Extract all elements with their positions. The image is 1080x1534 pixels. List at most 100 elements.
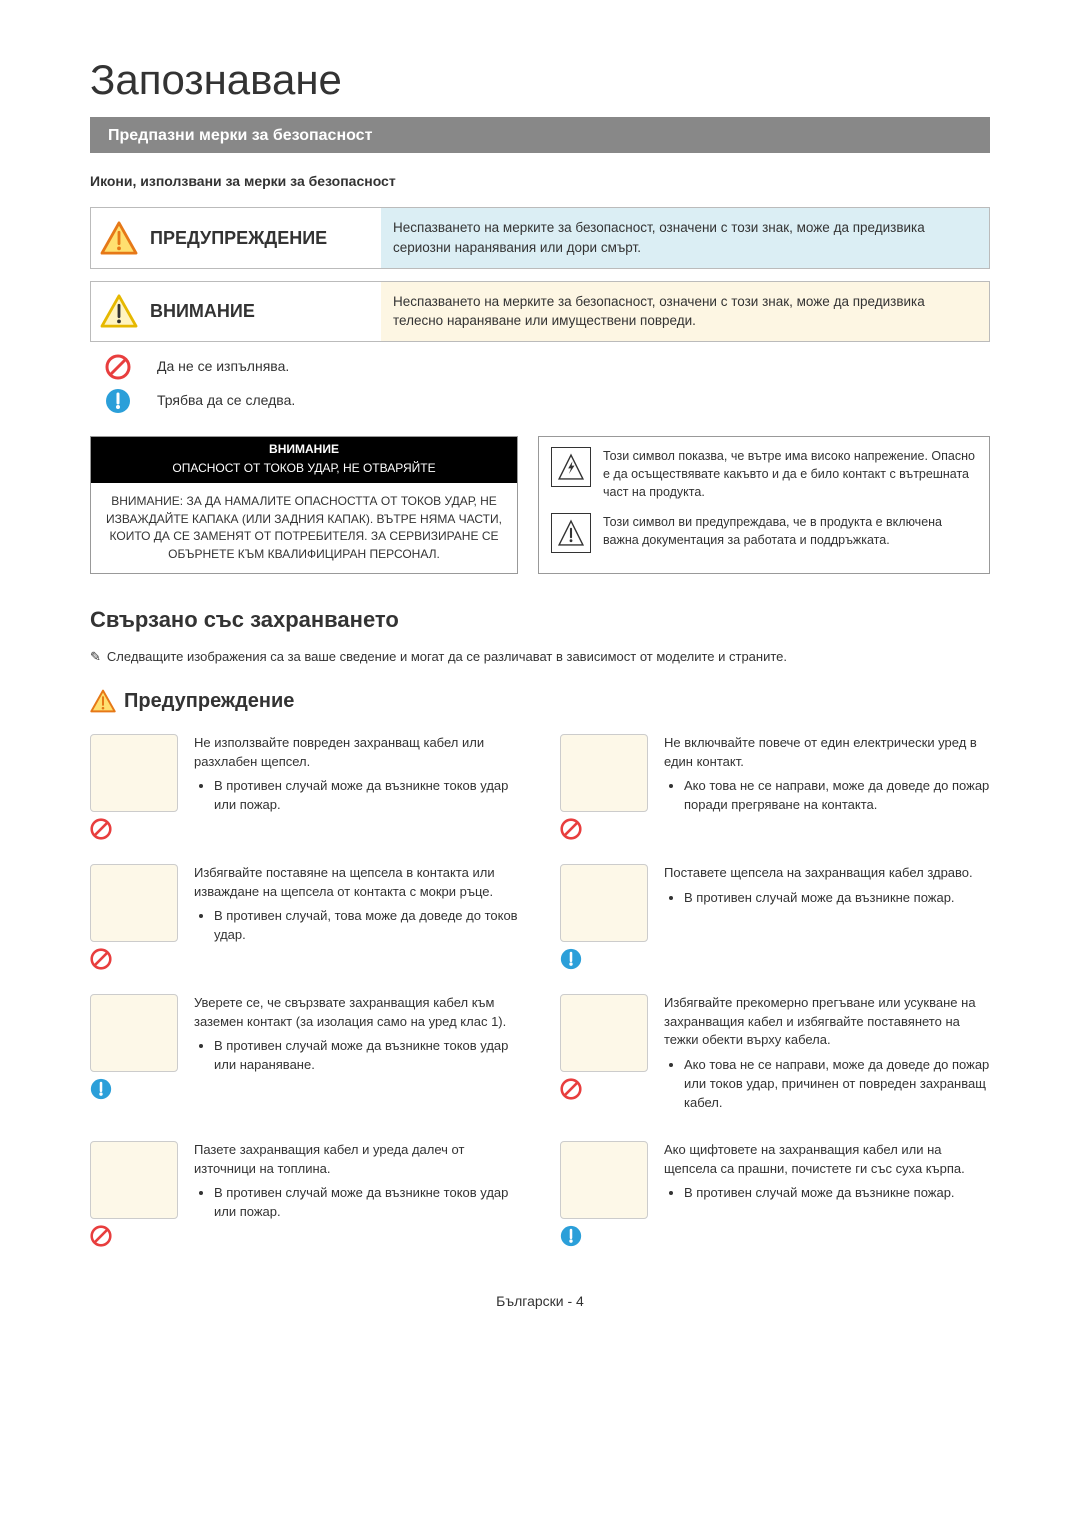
warning-text: Ако щифтовете на захранващия кабел или н… [664,1141,990,1247]
hazard-caution-label: ВНИМАНИЕ [146,282,381,341]
prohibit-icon [90,948,112,970]
warning-text: Поставете щепсела на захранващия кабел з… [664,864,990,970]
warning-bullet: В противен случай, това може да доведе д… [214,907,520,945]
follow-icon [90,388,145,414]
warning-bullet: Ако това не се направи, може да доведе д… [684,777,990,815]
warning-illustration-col [90,864,180,970]
warning-item: Избягвайте прекомерно прегъване или усук… [560,994,990,1117]
hazard-caution-box: ВНИМАНИЕ Неспазването на мерките за безо… [90,281,990,342]
warning-text: Уверете се, че свързвате захранващия каб… [194,994,520,1117]
important-doc-text: Този символ ви предупреждава, че в проду… [603,513,977,553]
warning-item: Не включвайте повече от един електрическ… [560,734,990,840]
warning-bullet: В противен случай може да възникне токов… [214,1184,520,1222]
prohibit-icon [90,1225,112,1247]
warning-text: Избягвайте прекомерно прегъване или усук… [664,994,990,1117]
warning-illustration [560,864,648,942]
warning-bullet: В противен случай може да възникне токов… [214,1037,520,1075]
warning-lead: Поставете щепсела на захранващия кабел з… [664,864,990,883]
warning-lead: Ако щифтовете на захранващия кабел или н… [664,1141,990,1179]
follow-icon [560,1225,582,1247]
caution-header-sub: ОПАСНОСТ ОТ ТОКОВ УДАР, НЕ ОТВАРЯЙТЕ [172,460,435,477]
warning-illustration [560,994,648,1072]
warning-bullet: В противен случай може да възникне пожар… [684,889,990,908]
warning-text: Не използвайте повреден захранващ кабел … [194,734,520,840]
legend-follow: Трябва да се следва. [90,388,990,414]
important-doc-icon [551,513,591,553]
warning-item: Не използвайте повреден захранващ кабел … [90,734,520,840]
warning-bullet: Ако това не се направи, може да доведе д… [684,1056,990,1113]
warning-item: Пазете захранващия кабел и уреда далеч о… [90,1141,520,1247]
warning-bullets: В противен случай може да възникне токов… [194,777,520,815]
page-title: Запознаване [90,50,990,118]
warning-bullets: В противен случай може да възникне пожар… [664,1184,990,1203]
warning-item: Поставете щепсела на захранващия кабел з… [560,864,990,970]
legend-prohibit: Да не се изпълнява. [90,354,990,380]
shock-caution-box: ВНИМАНИЕ ОПАСНОСТ ОТ ТОКОВ УДАР, НЕ ОТВА… [90,436,518,574]
warning-illustration [90,734,178,812]
warning-lead: Не включвайте повече от един електрическ… [664,734,990,772]
power-note-text: Следващите изображения са за ваше сведен… [107,648,787,667]
safety-section-bar: Предпазни мерки за безопасност [90,118,990,153]
warning-lead: Пазете захранващия кабел и уреда далеч о… [194,1141,520,1179]
warning-lead: Избягвайте поставяне на щепсела в контак… [194,864,520,902]
warning-illustration [90,1141,178,1219]
follow-icon [560,948,582,970]
hazard-warning-desc: Неспазването на мерките за безопасност, … [381,208,989,267]
warning-bullets: В противен случай може да възникне пожар… [664,889,990,908]
caution-body: ВНИМАНИЕ: ЗА ДА НАМАЛИТЕ ОПАСНОСТТА ОТ Т… [91,483,517,573]
warning-lead: Не използвайте повреден захранващ кабел … [194,734,520,772]
warning-illustration [560,734,648,812]
power-section-title: Свързано със захранването [90,604,990,636]
follow-icon [90,1078,112,1100]
warning-triangle-icon-small [90,689,116,713]
warning-bullets: Ако това не се направи, може да доведе д… [664,777,990,815]
legend-follow-text: Трябва да се следва. [157,390,295,410]
caution-header-top: ВНИМАНИЕ [269,441,339,458]
high-voltage-icon [551,447,591,487]
warning-illustration-col [90,1141,180,1247]
warning-lead: Избягвайте прекомерно прегъване или усук… [664,994,990,1051]
warning-illustration-col [90,734,180,840]
hazard-warning-box: ПРЕДУПРЕЖДЕНИЕ Неспазването на мерките з… [90,207,990,268]
caution-triangle-icon [91,282,146,341]
high-voltage-text: Този символ показва, че вътре има високо… [603,447,977,501]
prohibit-icon [90,818,112,840]
warning-illustration-col [560,1141,650,1247]
warning-item: Ако щифтовете на захранващия кабел или н… [560,1141,990,1247]
hazard-warning-label: ПРЕДУПРЕЖДЕНИЕ [146,208,381,267]
warning-subtitle: Предупреждение [90,687,990,716]
warning-bullets: В противен случай може да възникне токов… [194,1037,520,1075]
legend-prohibit-text: Да не се изпълнява. [157,356,289,376]
prohibit-icon [560,818,582,840]
warning-triangle-icon [91,208,146,267]
warning-bullets: В противен случай, това може да доведе д… [194,907,520,945]
warning-illustration-col [560,734,650,840]
warning-bullet: В противен случай може да възникне токов… [214,777,520,815]
warning-illustration-col [90,994,180,1117]
icons-subtitle: Икони, използвани за мерки за безопаснос… [90,171,990,191]
warning-illustration [560,1141,648,1219]
warning-text: Избягвайте поставяне на щепсела в контак… [194,864,520,970]
note-icon: ✎ [90,648,101,667]
hazard-caution-desc: Неспазването на мерките за безопасност, … [381,282,989,341]
prohibit-icon [90,354,145,380]
warning-subtitle-text: Предупреждение [124,687,294,716]
warning-bullets: Ако това не се направи, може да доведе д… [664,1056,990,1113]
power-note: ✎ Следващите изображения са за ваше свед… [90,648,990,667]
warning-illustration-col [560,864,650,970]
warning-text: Пазете захранващия кабел и уреда далеч о… [194,1141,520,1247]
warning-illustration [90,864,178,942]
warning-illustration [90,994,178,1072]
caution-symbol-row: ВНИМАНИЕ ОПАСНОСТ ОТ ТОКОВ УДАР, НЕ ОТВА… [90,436,990,574]
warning-illustration-col [560,994,650,1117]
warning-bullets: В противен случай може да възникне токов… [194,1184,520,1222]
warning-text: Не включвайте повече от един електрическ… [664,734,990,840]
page-footer: Български - 4 [90,1291,990,1311]
prohibit-icon [560,1078,582,1100]
warning-item: Избягвайте поставяне на щепсела в контак… [90,864,520,970]
warning-item: Уверете се, че свързвате захранващия каб… [90,994,520,1117]
warning-items-grid: Не използвайте повреден захранващ кабел … [90,734,990,1271]
symbols-box: Този символ показва, че вътре има високо… [538,436,990,574]
warning-lead: Уверете се, че свързвате захранващия каб… [194,994,520,1032]
warning-bullet: В противен случай може да възникне пожар… [684,1184,990,1203]
